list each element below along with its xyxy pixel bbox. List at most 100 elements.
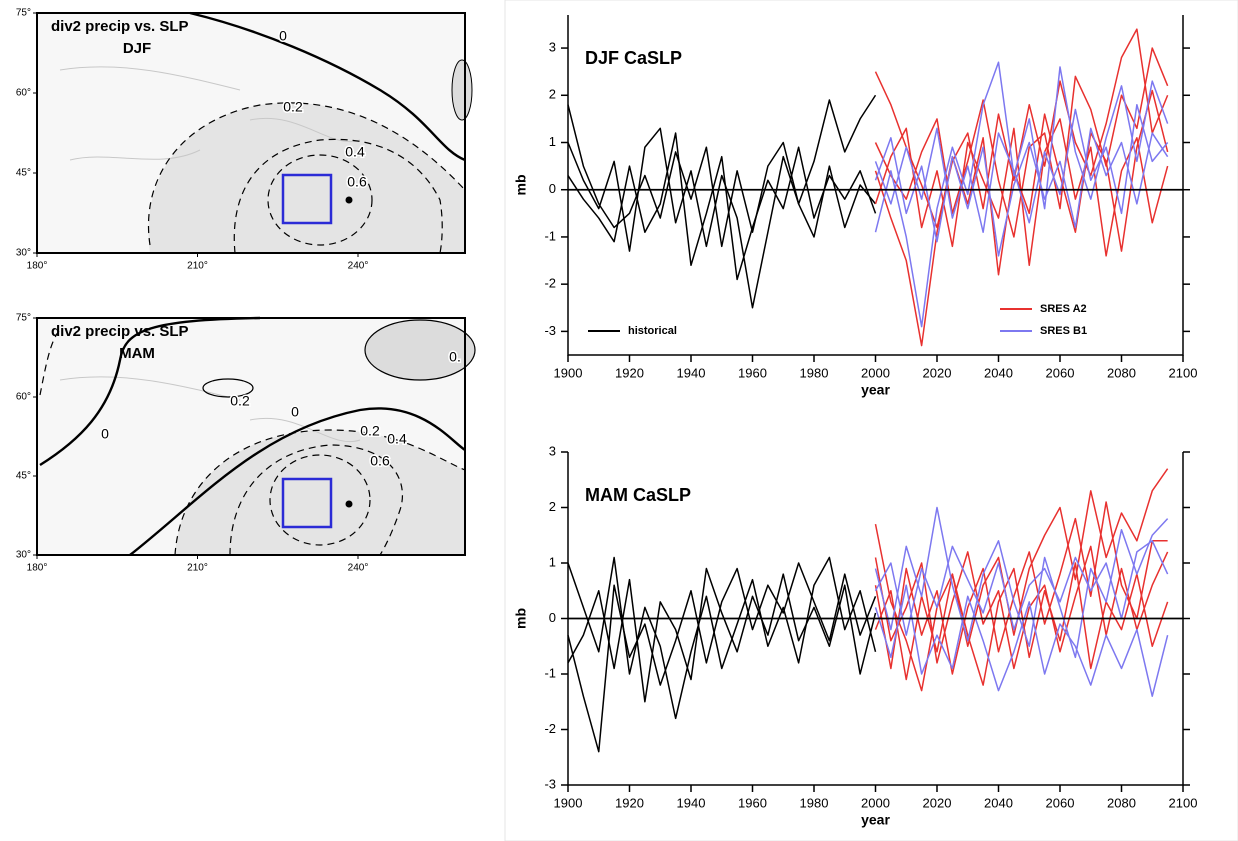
contour-label: 0.4	[345, 144, 365, 160]
contour-label: 0.6	[347, 174, 367, 190]
x-tick-label: 2060	[1046, 795, 1075, 810]
x-axis-label: year	[861, 382, 890, 398]
map-title: div2 precip vs. SLP	[51, 18, 189, 35]
contour-label: 0.2	[283, 99, 303, 115]
x-tick-label: 1960	[738, 365, 767, 380]
series-line	[567, 556, 877, 720]
y-tick-label: 0	[549, 610, 556, 625]
contour-label: 0	[279, 28, 287, 44]
series-line	[567, 562, 877, 753]
legend-label: SRES A2	[1040, 303, 1087, 315]
contour-label: 0.	[449, 349, 461, 365]
contour-label: 0.6	[370, 453, 390, 469]
location-dot	[345, 196, 353, 204]
y-axis-label: mb	[513, 608, 529, 629]
contour	[267, 154, 373, 246]
map-frame	[36, 317, 466, 556]
series-line	[874, 127, 1169, 257]
x-tick-label: 180°	[27, 563, 48, 574]
x-tick-label: 210°	[187, 563, 208, 574]
series-line	[874, 540, 1169, 636]
chart-title: DJF CaSLP	[585, 48, 682, 68]
map-djf-contours	[37, 11, 473, 254]
x-tick-label: 2100	[1169, 365, 1198, 380]
y-tick-label: -2	[544, 721, 556, 736]
y-tick-label: 1	[549, 554, 556, 569]
series-line	[874, 506, 1169, 659]
x-tick-label: 1980	[800, 795, 829, 810]
y-tick-label: -3	[544, 323, 556, 338]
contour-label: 0	[101, 426, 109, 442]
map-mam-contours	[37, 316, 476, 556]
contour	[189, 11, 466, 162]
x-tick-label: 2000	[861, 365, 890, 380]
contour	[269, 454, 371, 546]
contour-label: 0	[291, 404, 299, 420]
y-tick-label: -2	[544, 276, 556, 291]
legend-label: historical	[628, 325, 677, 337]
y-tick-label: 0	[549, 181, 556, 196]
location-dot	[345, 500, 353, 508]
x-tick-label: 2040	[984, 365, 1013, 380]
x-tick-label: 1940	[677, 365, 706, 380]
contour-label: 0.2	[360, 423, 380, 439]
x-tick-label: 2000	[861, 795, 890, 810]
series-line	[567, 94, 877, 248]
region-box	[281, 477, 333, 529]
series-line	[874, 468, 1169, 692]
x-tick-label: 180°	[27, 261, 48, 272]
contour	[233, 138, 443, 254]
x-tick-label: 1920	[615, 365, 644, 380]
series-line	[874, 562, 1169, 686]
x-tick-label: 2020	[923, 795, 952, 810]
y-tick-label: -1	[544, 228, 556, 243]
shaded-region	[364, 319, 476, 381]
series-line	[874, 584, 1169, 697]
series-line	[874, 61, 1169, 328]
y-axis-label: mb	[513, 175, 529, 196]
chart-title: MAM CaSLP	[585, 485, 691, 505]
region-box	[281, 173, 333, 225]
map-frame	[36, 12, 466, 254]
x-tick-label: 1960	[738, 795, 767, 810]
contour	[229, 444, 404, 556]
y-tick-label: -3	[544, 776, 556, 791]
y-tick-label: 3	[549, 443, 556, 458]
y-tick-label: -1	[544, 665, 556, 680]
shaded-region	[175, 430, 465, 555]
y-tick-label: 3	[549, 39, 556, 54]
y-tick-label: 75°	[16, 8, 31, 19]
series-line	[874, 103, 1169, 233]
y-tick-label: 45°	[16, 168, 31, 179]
contour	[202, 378, 254, 398]
series-line	[874, 28, 1169, 229]
y-tick-label: 60°	[16, 88, 31, 99]
legend-label: SRES B1	[1040, 325, 1087, 337]
x-tick-label: 1900	[554, 365, 583, 380]
y-tick-label: 45°	[16, 471, 31, 482]
map-season: DJF	[123, 40, 151, 57]
map-title: div2 precip vs. SLP	[51, 323, 189, 340]
shaded-region	[451, 59, 473, 121]
x-tick-label: 2040	[984, 795, 1013, 810]
x-tick-label: 2080	[1107, 795, 1136, 810]
contour	[174, 429, 466, 556]
map-season: MAM	[119, 345, 155, 362]
x-tick-label: 240°	[348, 261, 369, 272]
y-tick-label: 60°	[16, 392, 31, 403]
y-tick-label: 30°	[16, 248, 31, 259]
panel-frame	[504, 0, 1238, 841]
contour-label: 0.4	[387, 431, 407, 447]
x-tick-label: 2100	[1169, 795, 1198, 810]
series-line	[874, 501, 1168, 675]
series-line	[567, 567, 877, 703]
contour	[39, 316, 261, 467]
x-axis-label: year	[861, 812, 890, 828]
x-tick-label: 2080	[1107, 365, 1136, 380]
x-tick-label: 1900	[554, 795, 583, 810]
contour-label: 0.2	[230, 393, 250, 409]
contour	[148, 102, 466, 246]
coastline	[59, 376, 361, 443]
x-tick-label: 1980	[800, 365, 829, 380]
